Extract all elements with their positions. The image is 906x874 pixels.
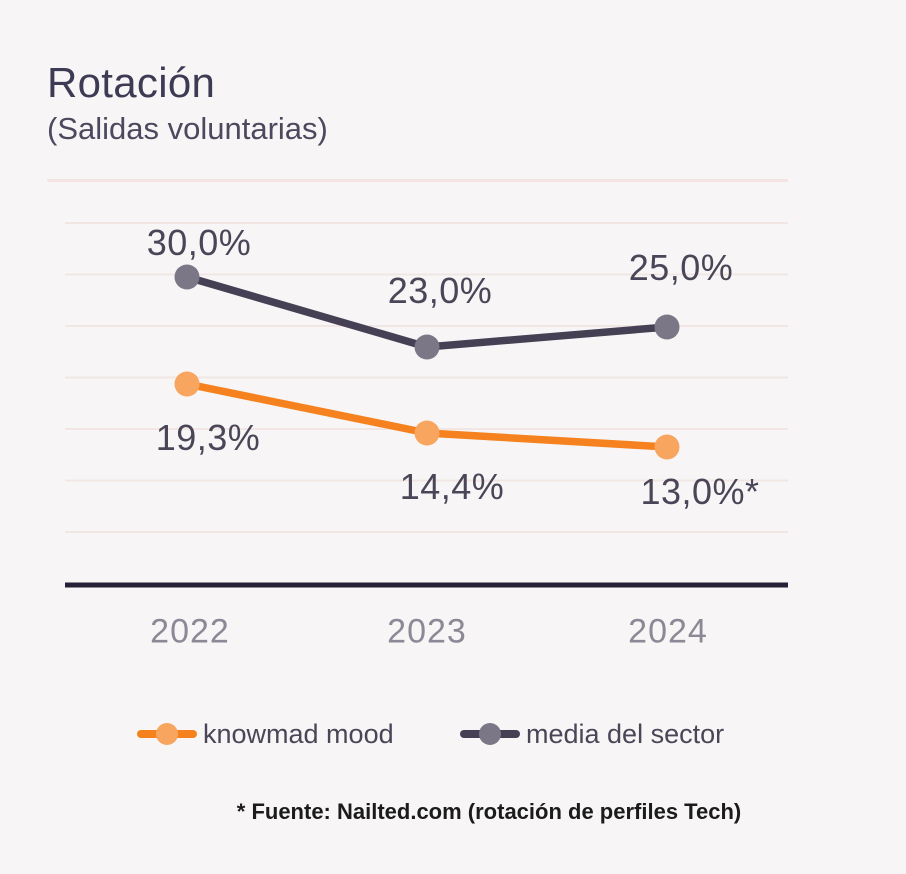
- data-point-knowmad-mood-2023: [414, 420, 440, 446]
- data-point-knowmad-mood-2022: [174, 371, 200, 397]
- data-point-knowmad-mood-2024: [654, 434, 680, 460]
- data-label-media-2023: 23,0%: [387, 270, 493, 311]
- data-point-media-del-sector-2023: [414, 334, 440, 360]
- header-divider: [47, 179, 788, 182]
- legend-item-media-del-sector: media del sector: [460, 712, 724, 756]
- data-label-knowmad-2022: 19,3%: [155, 417, 261, 458]
- data-point-media-del-sector-2022: [174, 264, 200, 290]
- legend-swatch-media-del-sector: [460, 723, 520, 745]
- chart-subtitle: (Salidas voluntarias): [47, 111, 328, 146]
- legend-item-knowmad-mood: knowmad mood: [137, 712, 394, 756]
- legend-label: knowmad mood: [203, 718, 394, 749]
- legend-dot-icon: [479, 723, 501, 745]
- legend-label: media del sector: [526, 718, 725, 749]
- x-tick-2023: 2023: [387, 612, 467, 651]
- data-label-knowmad-2024: 13,0%*: [640, 471, 760, 512]
- x-tick-2022: 2022: [150, 612, 230, 651]
- legend-dot-icon: [156, 723, 178, 745]
- chart-title: Rotación: [47, 59, 216, 106]
- legend-swatch-knowmad-mood: [137, 723, 197, 745]
- data-point-media-del-sector-2024: [654, 314, 680, 340]
- data-label-media-2024: 25,0%: [628, 247, 734, 288]
- footnote: * Fuente: Nailted.com (rotación de perfi…: [236, 799, 742, 824]
- data-label-media-2022: 30,0%: [146, 222, 252, 263]
- x-tick-2024: 2024: [628, 612, 708, 651]
- data-label-knowmad-2023: 14,4%: [399, 466, 505, 507]
